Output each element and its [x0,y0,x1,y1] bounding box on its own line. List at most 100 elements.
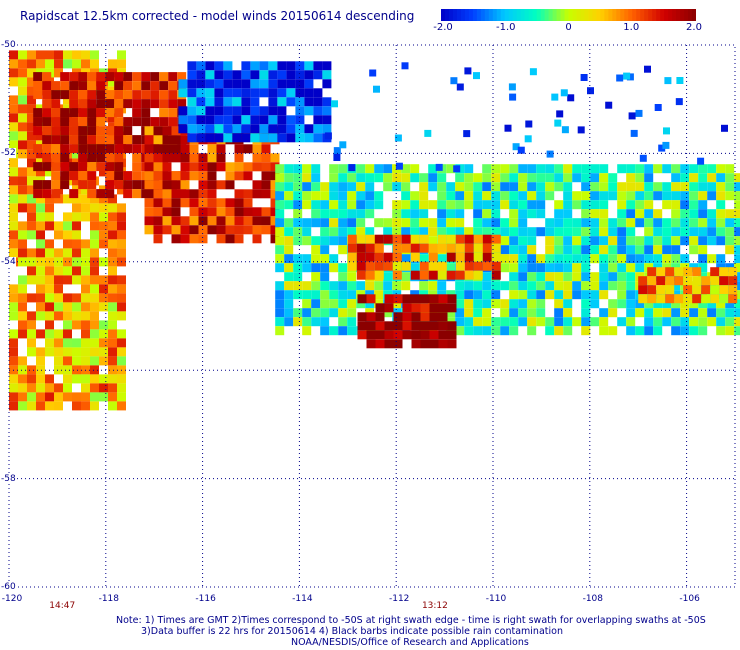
wind-cell [734,209,740,219]
wind-cell [63,257,72,267]
wind-cell [428,200,438,210]
wind-cell [259,115,269,125]
wind-cell [518,299,528,309]
wind-cell [473,261,483,271]
wind-cell [18,383,27,393]
wind-cell [725,218,735,228]
wind-cell [311,236,321,246]
wind-cell [455,326,465,336]
wind-cell [734,191,740,201]
wind-cell [214,124,224,134]
wind-cell [437,173,447,183]
wind-cell [329,281,339,291]
wind-cell [322,115,332,125]
wind-cell [180,135,190,145]
wind-cell [72,266,81,276]
wind-cell [144,144,154,154]
wind-cell [662,200,672,210]
wind-cell [250,97,260,107]
wind-cell [153,162,163,172]
wind-cell [250,61,260,71]
wind-cell [473,218,483,228]
wind-cell [464,252,474,262]
wind-cell [18,185,27,195]
wind-cell [18,275,27,285]
wind-cell [719,276,729,286]
wind-cell [338,326,348,336]
wind-cell [42,162,52,172]
wind-cell [27,320,36,330]
plot-frame [8,44,736,588]
wind-cell [171,126,181,136]
wind-cell [275,182,285,192]
wind-cell [383,182,393,192]
wind-cell [692,276,702,286]
wind-cell [42,153,52,163]
wind-cell [168,81,178,91]
wind-cell [72,401,81,411]
wind-cell [277,61,287,71]
wind-cell [518,164,528,174]
wind-cell [270,171,280,181]
wind-cell [90,293,99,303]
wind-cell [551,93,559,101]
wind-cell [518,191,528,201]
wind-cell [108,59,117,69]
wind-cell [545,173,555,183]
wind-cell [171,153,181,163]
wind-cell [638,294,648,304]
wind-cell [214,115,224,125]
wind-cell [117,185,126,195]
wind-cell [491,209,501,219]
wind-cell [356,234,366,244]
wind-cell [69,171,79,181]
wind-cell [644,218,654,228]
wind-cell [527,254,537,264]
wind-cell [671,281,681,291]
wind-cell [268,97,278,107]
wind-cell [207,144,217,154]
wind-cell [572,200,582,210]
wind-cell [482,326,492,336]
wind-cell [419,227,429,237]
wind-cell [196,88,206,98]
wind-cell [473,270,483,280]
wind-cell [347,299,357,309]
wind-cell [63,212,72,222]
wind-cell [482,281,492,291]
wind-cell [90,194,99,204]
wind-cell [72,275,81,285]
wind-cell [313,115,323,125]
wind-cell [45,284,54,294]
wind-cell [286,70,296,80]
colorbar-segment [500,9,506,21]
wind-cell [108,356,117,366]
wind-cell [680,317,690,327]
wind-cell [383,234,393,244]
wind-cell [473,173,483,183]
wind-cell [491,290,501,300]
wind-cell [689,218,699,228]
wind-cell [698,164,708,174]
wind-cell [509,227,519,237]
wind-cell [356,164,366,174]
wind-cell [572,254,582,264]
wind-cell [277,106,287,116]
wind-cell [99,275,108,285]
wind-cell [123,117,133,127]
colorbar-segment [680,9,685,21]
wind-cell [63,95,72,105]
wind-cell [383,261,393,271]
wind-cell [293,227,303,237]
wind-cell [302,164,312,174]
wind-cell [225,198,235,208]
wind-cell [27,68,36,78]
wind-cell [590,236,600,246]
wind-cell [429,303,439,313]
wind-cell [141,117,151,127]
wind-cell [90,338,99,348]
wind-cell [563,191,573,201]
longitude-tick-label: -108 [582,594,604,604]
colorbar-segment [600,9,605,21]
wind-cell [144,189,154,199]
